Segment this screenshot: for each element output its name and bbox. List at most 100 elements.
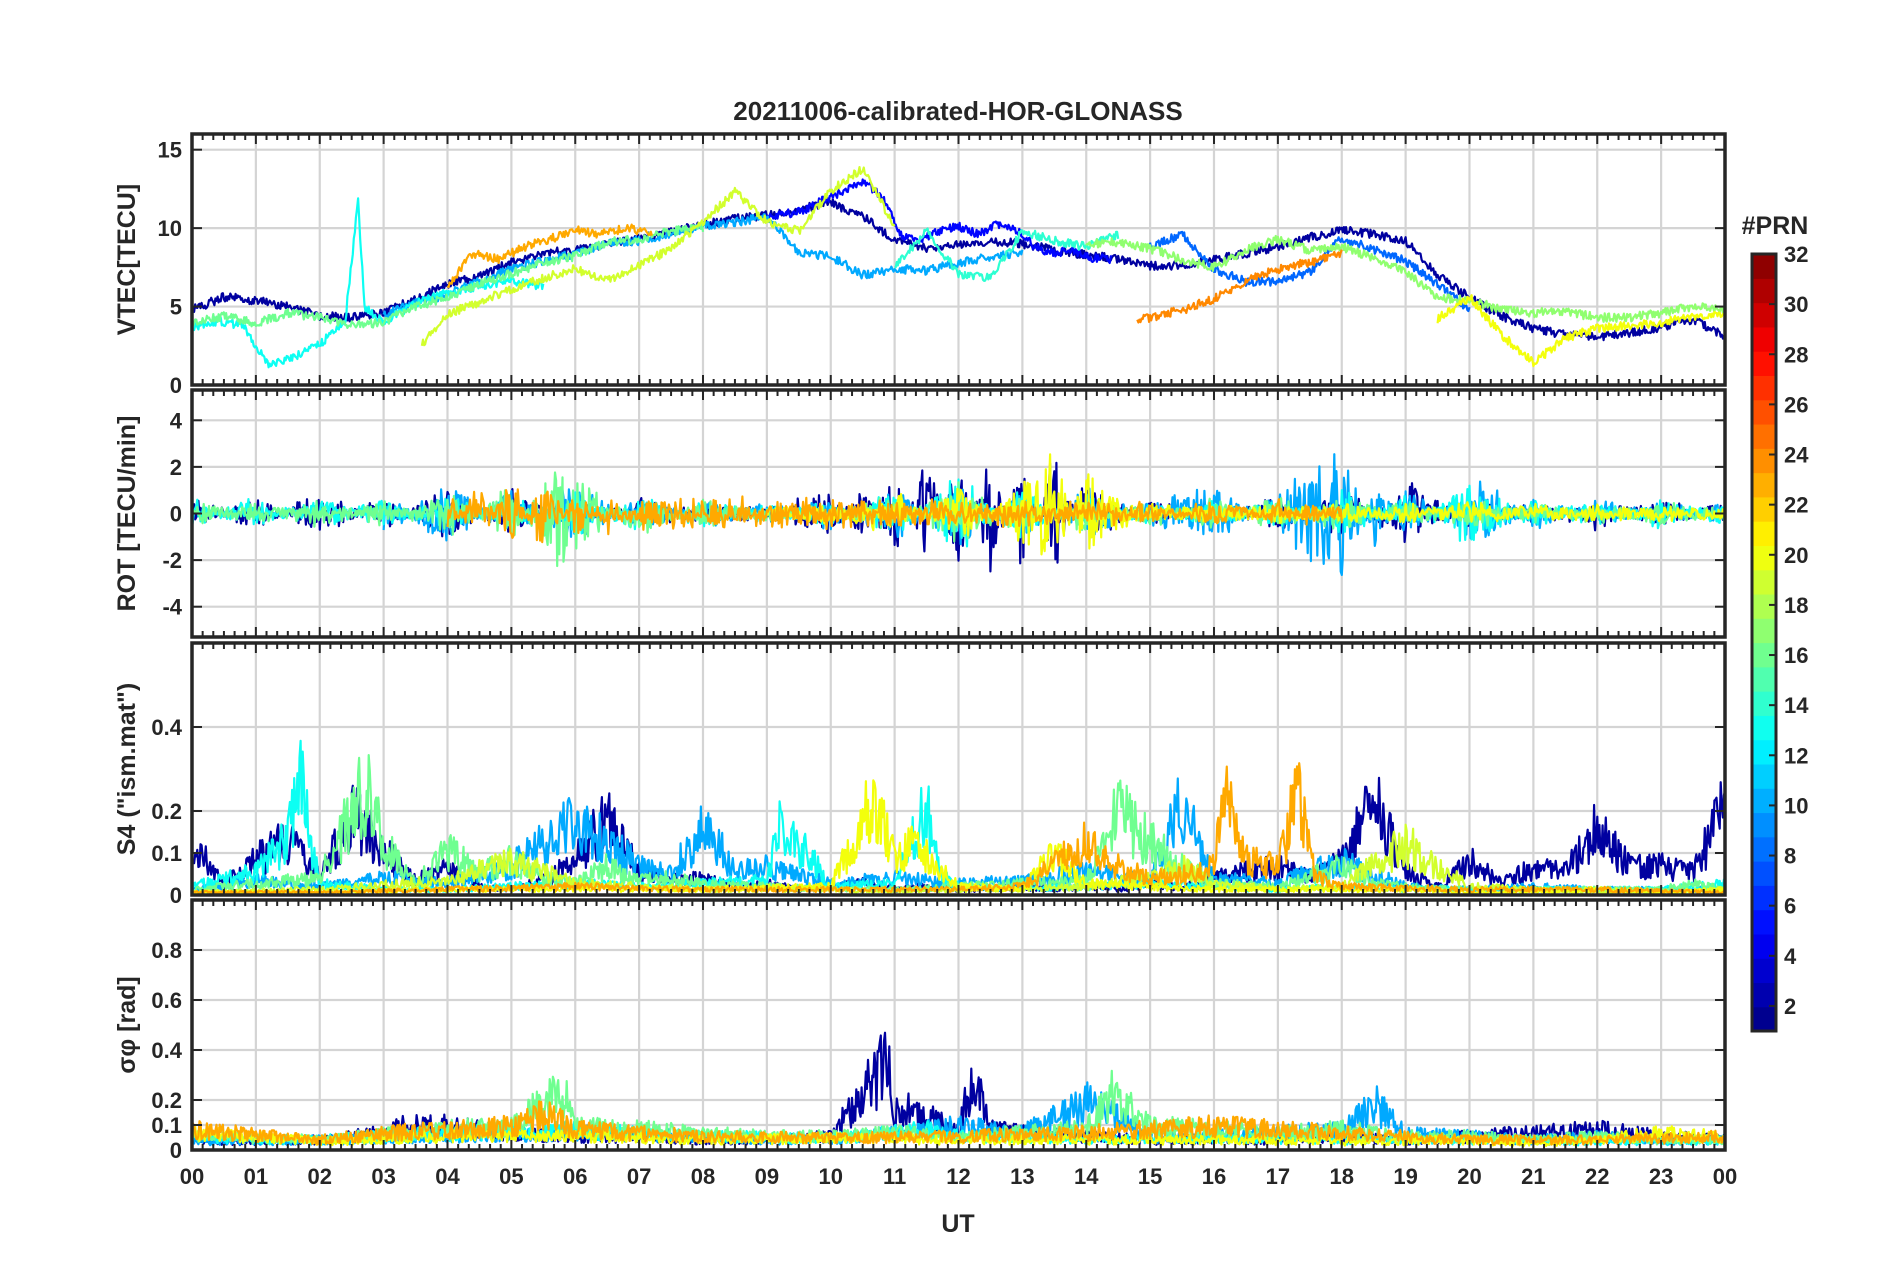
colorbar-segment [1752, 812, 1776, 838]
colorbar-segment [1752, 618, 1776, 644]
colorbar-tick-label: 32 [1784, 242, 1808, 267]
colorbar-segment [1752, 958, 1776, 984]
colorbar-segment [1752, 278, 1776, 304]
series-prn-8 [1149, 230, 1471, 313]
x-tick-label: 10 [819, 1164, 843, 1189]
x-tick-label: 06 [563, 1164, 587, 1189]
y-tick-label: 0 [170, 373, 182, 398]
x-tick-label: 05 [499, 1164, 523, 1189]
panel-3: 0 0.1 0.2 0.4 S4 ("ism.mat") [113, 641, 1727, 908]
colorbar-segment [1752, 326, 1776, 352]
x-tick-label: 07 [627, 1164, 651, 1189]
x-tick-label: 02 [308, 1164, 332, 1189]
colorbar-tick-label: 6 [1784, 894, 1796, 919]
series-group [192, 166, 1725, 369]
y-tick-label: 15 [158, 138, 182, 163]
x-tick-label: 04 [435, 1164, 460, 1189]
series-prn-20 [1436, 294, 1725, 368]
panel-1: 0 5 10 15 VTEC[TECU] [113, 132, 1727, 398]
y-tick-label: 0 [170, 883, 182, 908]
colorbar-title: #PRN [1742, 212, 1809, 240]
series-prn-13 [192, 197, 545, 369]
colorbar-segment [1752, 472, 1776, 498]
colorbar-segment [1752, 691, 1776, 716]
colorbar-segment [1752, 715, 1776, 741]
colorbar-segment [1752, 933, 1776, 959]
colorbar-segment [1752, 423, 1776, 449]
y-tick-label: 0.6 [151, 988, 182, 1013]
series-prn-14 [894, 227, 1120, 282]
x-tick-label: 12 [946, 1164, 970, 1189]
series-prn-23 [446, 488, 1343, 544]
x-tick-label: 17 [1266, 1164, 1290, 1189]
colorbar-segment [1752, 861, 1776, 886]
colorbar-segment [1752, 763, 1776, 789]
colorbar-tick-label: 4 [1784, 944, 1797, 969]
x-tick-label: 20 [1457, 1164, 1481, 1189]
y-tick-label: 10 [158, 216, 182, 241]
y-tick-label: 0.1 [151, 841, 182, 866]
panel-4: 00.10.2 0.4 0.6 0.8 σφ [rad] [113, 898, 1727, 1163]
y-tick-label: 4 [170, 408, 183, 433]
colorbar-segment [1752, 739, 1776, 765]
y-tick-label: 0.4 [151, 1038, 182, 1063]
x-tick-label: 00 [180, 1164, 204, 1189]
colorbar-segment [1752, 375, 1776, 401]
colorbar-segment [1752, 448, 1776, 474]
colorbar-tick-label: 14 [1784, 693, 1809, 718]
y-tick-label: 0.1 [151, 1113, 182, 1138]
x-tick-label: 09 [755, 1164, 779, 1189]
colorbar-tick-label: 2 [1784, 994, 1796, 1019]
colorbar-tick-label: 12 [1784, 743, 1808, 768]
x-tick-label: 23 [1649, 1164, 1673, 1189]
colorbar-segment [1752, 666, 1776, 692]
series-prn-19 [420, 166, 896, 347]
x-tick-label: 03 [371, 1164, 395, 1189]
x-tick-label: 15 [1138, 1164, 1162, 1189]
colorbar-segment [1752, 496, 1776, 522]
series-prn-24 [1136, 249, 1343, 324]
x-tick-label: 22 [1585, 1164, 1609, 1189]
series-prn-17 [1085, 234, 1725, 323]
colorbar-tick-label: 20 [1784, 543, 1808, 568]
colorbar-segment [1752, 788, 1776, 814]
x-tick-label: 19 [1393, 1164, 1417, 1189]
colorbar-segment [1752, 593, 1776, 619]
x-tick-label: 21 [1521, 1164, 1545, 1189]
y-tick-label: 5 [170, 295, 182, 320]
x-tick-label: 00 [1713, 1164, 1737, 1189]
colorbar-tick-label: 30 [1784, 292, 1808, 317]
y-tick-label: 0.2 [151, 799, 182, 824]
chart-title: 20211006-calibrated-HOR-GLONASS [733, 96, 1182, 126]
colorbar-segment [1752, 982, 1776, 1008]
colorbar-tick-label: 18 [1784, 593, 1808, 618]
colorbar-segment [1752, 254, 1776, 279]
x-axis: 00 01 02 03 04 05 06 07 08 09 10 11 12 13 14 15 16 17 18 19… [180, 1164, 1737, 1189]
colorbar-segment [1752, 569, 1776, 595]
panel-2: -4 -2 0 2 4 ROT [TECU/min] [113, 388, 1727, 639]
colorbar-tick-label: 8 [1784, 844, 1796, 869]
y-tick-label: -2 [162, 548, 182, 573]
colorbar-segment [1752, 351, 1776, 377]
y-tick-label: 0.2 [151, 1088, 182, 1113]
colorbar-segment [1752, 909, 1776, 935]
y-tick-label: 0.4 [151, 715, 182, 740]
y-axis-label: ROT [TECU/min] [113, 416, 141, 612]
colorbar-tick-label: 16 [1784, 643, 1808, 668]
series-prn-16 [192, 471, 1725, 568]
colorbar-tick-label: 24 [1784, 443, 1809, 468]
colorbar-segment [1752, 545, 1776, 571]
x-tick-label: 16 [1202, 1164, 1226, 1189]
y-tick-label: 0 [170, 1138, 182, 1163]
colorbar-segment [1752, 302, 1776, 328]
x-tick-label: 01 [244, 1164, 268, 1189]
colorbar-tick-label: 10 [1784, 793, 1808, 818]
y-axis-label: S4 ("ism.mat") [113, 683, 141, 855]
y-tick-label: 0.8 [151, 938, 182, 963]
y-axis-label: VTEC[TECU] [113, 184, 141, 335]
x-tick-label: 11 [883, 1164, 906, 1189]
series-prn-23 [446, 223, 653, 289]
